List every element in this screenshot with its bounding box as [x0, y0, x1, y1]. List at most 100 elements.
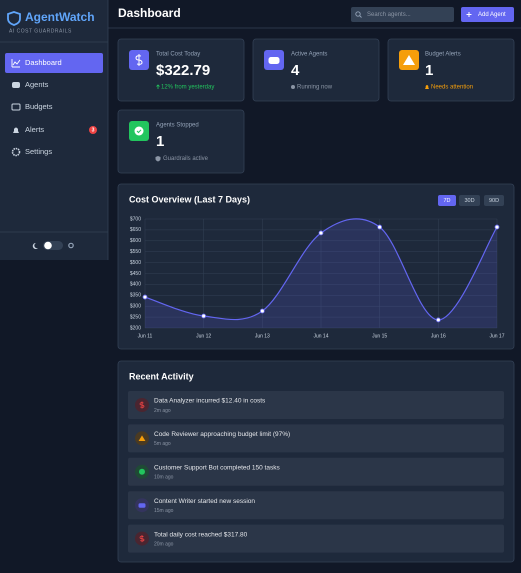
activity-time: 20m ago [154, 541, 174, 547]
x-tick-label: Jun 12 [196, 333, 211, 339]
check-icon [136, 129, 142, 134]
card-bg [117, 109, 245, 174]
area [145, 218, 497, 328]
nav-icon [11, 103, 21, 111]
activity-time: 2m ago [154, 408, 171, 414]
search-icon [359, 15, 362, 18]
nav-label: Alerts [25, 125, 44, 134]
nav-dashboard[interactable]: Dashboard [5, 53, 103, 73]
button-label: Add Agent [478, 12, 506, 18]
nav-alerts[interactable]: Alerts 3 [13, 125, 97, 134]
button-bg [461, 7, 514, 22]
point [318, 230, 324, 236]
stat-label: Agents Stopped [156, 123, 199, 129]
up-arrow [156, 84, 160, 89]
sun-icon [68, 242, 74, 249]
nav-budgets[interactable]: Budgets [11, 102, 53, 111]
stat-card: Budget Alerts 1 Needs attention [387, 38, 515, 102]
dollar-icon [135, 54, 143, 66]
stat-note: Needs attention [431, 85, 473, 91]
nav-settings[interactable]: Settings [11, 147, 53, 157]
activity-time: 15m ago [154, 508, 174, 514]
nav-label: Agents [25, 80, 49, 89]
point [494, 224, 500, 230]
y-tick-label: $200 [130, 325, 141, 331]
button-bg [484, 195, 504, 206]
range-button[interactable]: 7D [438, 195, 456, 206]
activity-title: Recent Activity [129, 371, 194, 381]
stat-label: Total Cost Today [156, 52, 200, 58]
stat-label: Active Agents [291, 52, 327, 58]
stat-label: Budget Alerts [425, 52, 461, 58]
stat-card: Total Cost Today $322.79 12% from yester… [117, 38, 245, 102]
activity-item: Customer Support Bot completed 150 tasks… [128, 457, 504, 486]
activity-item: Total daily cost reached $317.80 20m ago [128, 524, 504, 553]
activity-text: Customer Support Bot completed 150 tasks [154, 465, 280, 472]
logo-icon [7, 11, 21, 26]
stat-card: Agents Stopped 1 Guardrails active [117, 109, 245, 174]
stat-note: 12% from yesterday [161, 85, 214, 91]
y-tick-label: $550 [130, 249, 141, 255]
toggle-knob [44, 241, 52, 250]
robot-icon [268, 57, 280, 64]
point [142, 294, 148, 300]
button-label: 30D [464, 198, 474, 204]
y-tick-label: $450 [130, 271, 141, 277]
add-agent-button[interactable]: Add Agent [461, 7, 514, 22]
chart-card [117, 183, 515, 350]
activity-item: Data Analyzer incurred $12.40 in costs 2m… [128, 391, 504, 419]
search-icon [355, 11, 361, 17]
activity-text: Data Analyzer incurred $12.40 in costs [154, 398, 266, 405]
x-tick-label: Jun 16 [431, 333, 446, 339]
dollar-icon [139, 401, 145, 409]
check-icon [139, 468, 145, 475]
nav-icon [13, 127, 19, 133]
stat-note: Running now [297, 85, 333, 91]
stat-value: 4 [291, 62, 300, 79]
warning-icon [138, 435, 146, 441]
activity-item: Content Writer started new session 15m ag… [128, 491, 504, 520]
stat-value: $322.79 [156, 62, 210, 79]
theme-toggle[interactable] [43, 241, 63, 250]
x-tick-label: Jun 14 [313, 333, 328, 339]
activity-text: Total daily cost reached $317.80 [154, 531, 248, 538]
point [435, 317, 441, 323]
nav-icon [11, 59, 21, 68]
item-bg [128, 524, 504, 553]
range-button[interactable]: 30D [459, 195, 480, 206]
nav-label: Budgets [25, 102, 53, 111]
card-bg [387, 38, 515, 102]
activity-item: Code Reviewer approaching budget limit (… [128, 424, 504, 453]
button-label: 7D [443, 198, 450, 204]
card-bg [117, 38, 245, 102]
page-title: Dashboard [118, 6, 181, 20]
y-tick-label: $350 [130, 293, 141, 299]
search-box[interactable]: Search agents... [351, 7, 454, 22]
y-tick-label: $400 [130, 282, 141, 288]
nav-agents[interactable]: Agents [12, 80, 49, 89]
bell-icon [425, 85, 429, 89]
activity-list: Data Analyzer incurred $12.40 in costs 2m… [128, 391, 504, 553]
y-tick-label: $300 [130, 304, 141, 310]
x-tick-label: Jun 17 [489, 333, 504, 339]
point [201, 313, 207, 319]
stat-note: Guardrails active [163, 156, 209, 162]
button-bg [438, 195, 456, 206]
brand-name: AgentWatch [25, 10, 95, 24]
brand-tagline: AI COST GUARDRAILS [9, 28, 72, 34]
activity-time: 10m ago [154, 475, 174, 481]
button-bg [459, 195, 480, 206]
item-bg [128, 391, 504, 419]
moon-icon [32, 242, 38, 249]
item-bg [128, 457, 504, 486]
stat-value: 1 [156, 133, 164, 150]
plot-area: $200 $250 $300 $350 $400 $450 $500 $550 $600 $650… [130, 216, 505, 339]
stat-card: Active Agents 4 Running now [252, 38, 380, 102]
range-button[interactable]: 90D [484, 195, 504, 206]
nav-icon [11, 147, 21, 157]
y-tick-label: $700 [130, 216, 141, 222]
status-dot [291, 85, 295, 89]
